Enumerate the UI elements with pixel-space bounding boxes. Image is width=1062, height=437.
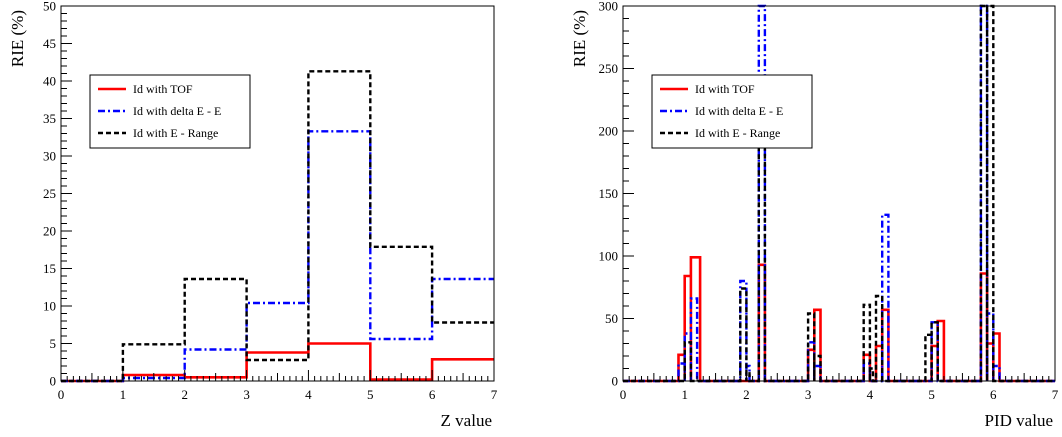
x-tick-label: 6 (429, 387, 436, 402)
y-tick-label: 0 (612, 374, 619, 389)
legend-entry-label: Id with delta E - E (695, 104, 783, 118)
x-tick-label: 3 (805, 387, 812, 402)
y-tick-label: 200 (599, 124, 619, 139)
y-tick-label: 100 (599, 249, 619, 264)
x-tick-label: 4 (305, 387, 312, 402)
legend-entry-label: Id with TOF (133, 82, 193, 96)
x-tick-label: 6 (990, 387, 997, 402)
x-tick-label: 1 (120, 387, 127, 402)
series-id-with-tof (61, 342, 494, 383)
legend-entry-label: Id with delta E - E (133, 104, 221, 118)
y-tick-label: 25 (43, 186, 56, 201)
series-id-with-e-range (623, 4, 1055, 383)
y-tick-label: 50 (605, 311, 618, 326)
y-tick-label: 0 (50, 374, 57, 389)
x-tick-label: 7 (491, 387, 498, 402)
y-tick-label: 10 (43, 299, 56, 314)
series-id-with-delta-e-e (61, 130, 494, 383)
series-id-with-tof (623, 256, 1055, 383)
x-tick-label: 0 (58, 387, 65, 402)
y-tick-label: 40 (43, 74, 56, 89)
x-axis-label: PID value (985, 411, 1053, 430)
right-chart-panel: 0 50 100 150 200 250 300 0 1 2 3 4 5 6 7 PID value RIE (… (570, 0, 1059, 430)
plot-frame (60, 5, 495, 382)
x-tick-label: 0 (620, 387, 627, 402)
plot-frame (622, 5, 1056, 382)
series-id-with-e-range (61, 70, 494, 383)
y-tick-label: 30 (43, 149, 56, 164)
y-tick-label: 5 (50, 336, 57, 351)
legend-entry-label: Id with TOF (695, 82, 755, 96)
x-tick-label: 2 (743, 387, 750, 402)
x-tick-label: 4 (867, 387, 874, 402)
x-tick-label: 3 (243, 387, 250, 402)
legend-entry-label: Id with E - Range (133, 126, 218, 140)
y-tick-label: 15 (43, 261, 56, 276)
y-tick-label: 150 (599, 186, 619, 201)
y-axis-label: RIE (%) (570, 10, 589, 67)
y-tick-label: 20 (43, 224, 56, 239)
y-tick-label: 250 (599, 61, 619, 76)
y-tick-label: 35 (43, 111, 56, 126)
x-tick-label: 2 (181, 387, 188, 402)
x-tick-label: 7 (1052, 387, 1059, 402)
series-id-with-delta-e-e (623, 4, 1055, 383)
y-axis-label: RIE (%) (8, 10, 27, 67)
y-tick-label: 300 (599, 0, 619, 14)
x-tick-label: 5 (928, 387, 935, 402)
y-tick-label: 45 (43, 36, 56, 51)
y-tick-label: 50 (43, 0, 56, 14)
x-tick-label: 5 (367, 387, 374, 402)
legend-entry-label: Id with E - Range (695, 126, 780, 140)
x-axis-label: Z value (441, 411, 492, 430)
x-tick-label: 1 (681, 387, 688, 402)
